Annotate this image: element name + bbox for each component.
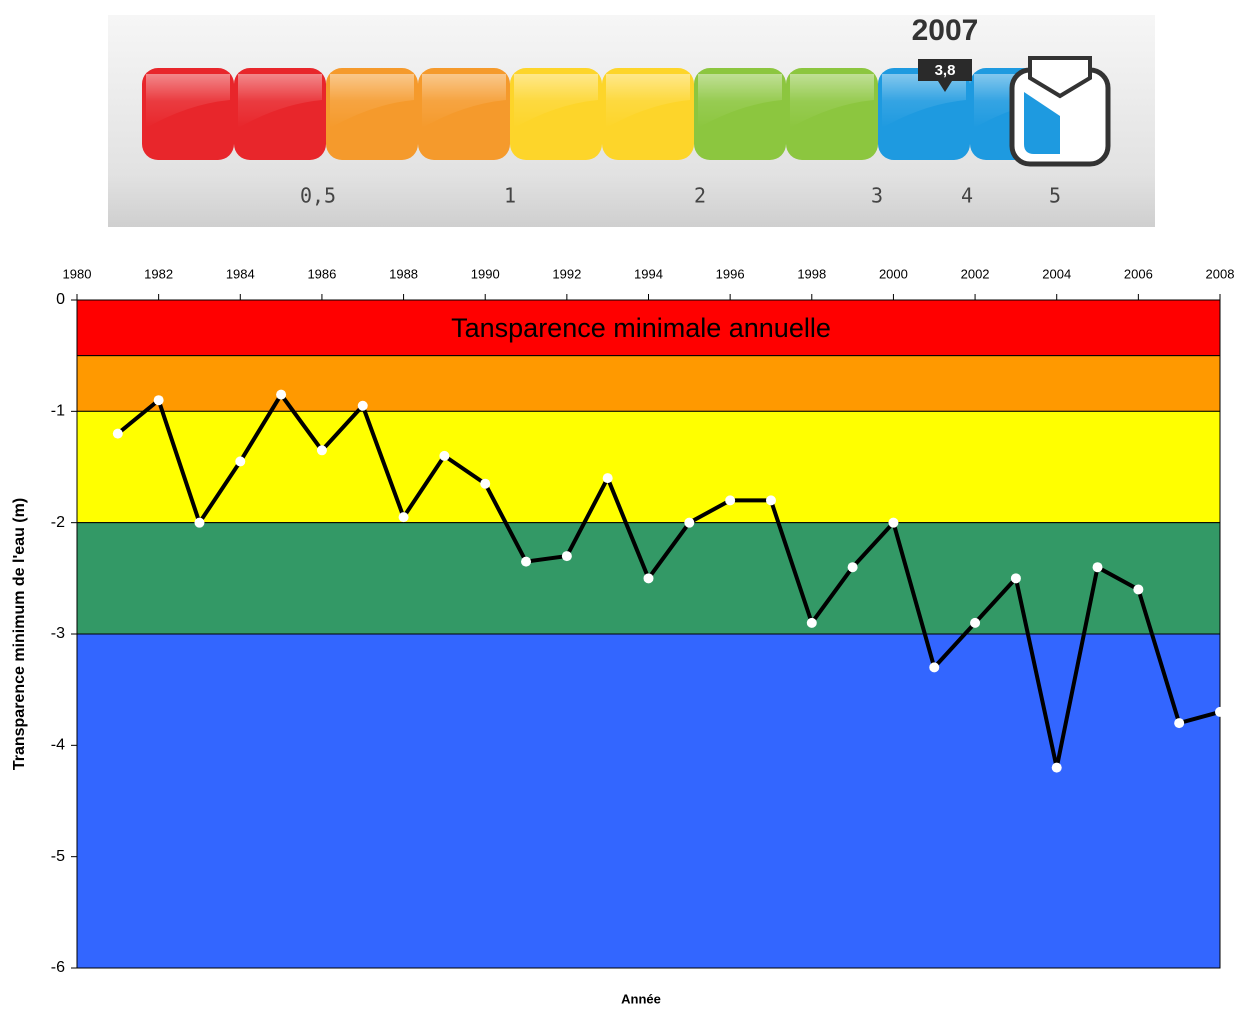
data-point xyxy=(848,562,858,572)
x-tick-label: 1986 xyxy=(307,266,336,281)
data-point xyxy=(154,395,164,405)
data-point xyxy=(1093,562,1103,572)
chart: 2007 3,8 0 -1 -2 -3 -4 -5 -6 1980 1982 1984 1986 19… xyxy=(0,0,1242,1010)
x-tick-label: 1992 xyxy=(552,266,581,281)
y-axis-title: Transparence minimum de l'eau (m) xyxy=(11,498,28,770)
y-tick-label: -1 xyxy=(51,403,65,420)
data-point xyxy=(399,512,409,522)
y-tick-label: -5 xyxy=(51,848,65,865)
scale-label: 1 xyxy=(504,184,516,208)
data-point xyxy=(521,557,531,567)
data-point xyxy=(358,401,368,411)
band xyxy=(77,411,1220,522)
data-point xyxy=(970,618,980,628)
data-point xyxy=(235,456,245,466)
data-point xyxy=(766,495,776,505)
scale-label: 0,5 xyxy=(300,184,336,208)
data-point xyxy=(317,445,327,455)
data-point xyxy=(644,573,654,583)
data-point xyxy=(480,479,490,489)
page: {"scale": {"year": "2007", "value": "3,8… xyxy=(0,0,1242,1010)
y-tick-label: 0 xyxy=(56,291,65,308)
y-tick-label: -6 xyxy=(51,959,65,976)
data-point xyxy=(276,390,286,400)
x-tick-label: 2002 xyxy=(961,266,990,281)
data-point xyxy=(684,518,694,528)
data-point xyxy=(113,429,123,439)
x-tick-label: 1994 xyxy=(634,266,663,281)
band xyxy=(77,634,1220,968)
x-tick-label: 1980 xyxy=(63,266,92,281)
data-point xyxy=(194,518,204,528)
y-tick-label: -2 xyxy=(51,514,65,531)
scale-label: 3 xyxy=(871,184,883,208)
data-point xyxy=(807,618,817,628)
annotation: Tansparence minimale annuelle xyxy=(451,313,831,343)
y-tick-label: -3 xyxy=(51,625,65,642)
data-point xyxy=(1215,707,1225,717)
scale-label: 5 xyxy=(1049,184,1061,208)
data-point xyxy=(603,473,613,483)
data-point xyxy=(725,495,735,505)
x-tick-label: 1990 xyxy=(471,266,500,281)
data-point xyxy=(562,551,572,561)
x-tick-label: 2008 xyxy=(1206,266,1235,281)
scale-year: 2007 xyxy=(912,14,979,47)
x-tick-label: 1996 xyxy=(716,266,745,281)
band xyxy=(77,356,1220,412)
x-tick-label: 1982 xyxy=(144,266,173,281)
x-tick-label: 2006 xyxy=(1124,266,1153,281)
x-tick-label: 1988 xyxy=(389,266,418,281)
x-tick-label: 1998 xyxy=(797,266,826,281)
x-tick-label: 1984 xyxy=(226,266,255,281)
x-tick-label: 2000 xyxy=(879,266,908,281)
scale-label: 2 xyxy=(694,184,706,208)
data-point xyxy=(1174,718,1184,728)
data-point xyxy=(439,451,449,461)
data-point xyxy=(1133,584,1143,594)
scale-label: 4 xyxy=(961,184,973,208)
x-axis-title: Année xyxy=(621,991,661,1006)
data-point xyxy=(929,662,939,672)
scale-value: 3,8 xyxy=(935,62,956,79)
data-point xyxy=(1011,573,1021,583)
data-point xyxy=(888,518,898,528)
data-point xyxy=(1052,763,1062,773)
x-tick-label: 2004 xyxy=(1042,266,1071,281)
y-tick-label: -4 xyxy=(51,737,65,754)
